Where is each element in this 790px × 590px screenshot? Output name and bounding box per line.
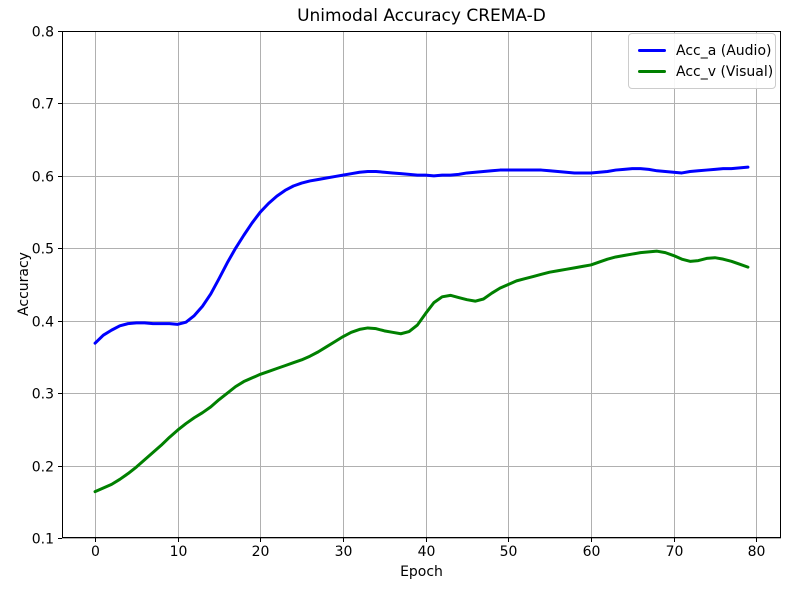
legend-line-sample-acc-a [638, 49, 666, 52]
y-tick-label: 0.4 [32, 315, 54, 331]
y-tick-label: 0.6 [32, 170, 54, 186]
y-tick-label: 0.8 [32, 25, 54, 41]
y-axis-label: Accuracy [16, 252, 32, 316]
x-tick-label: 60 [583, 544, 601, 560]
y-tick-label: 0.5 [32, 242, 54, 258]
y-tick-label: 0.2 [32, 460, 54, 476]
legend: Acc_a (Audio) Acc_v (Visual) [628, 33, 776, 89]
x-tick-label: 0 [91, 544, 100, 560]
legend-item-acc-v: Acc_v (Visual) [638, 63, 773, 80]
x-tick-label: 30 [335, 544, 353, 560]
legend-label-acc-a: Acc_a (Audio) [676, 42, 772, 59]
x-tick-label: 50 [500, 544, 518, 560]
x-tick-label: 20 [252, 544, 270, 560]
legend-item-acc-a: Acc_a (Audio) [638, 42, 771, 59]
chart-title: Unimodal Accuracy CREMA-D [297, 6, 546, 26]
legend-label-acc-v: Acc_v (Visual) [676, 63, 774, 80]
x-axis-label: Epoch [400, 564, 443, 580]
axes-spines [62, 31, 781, 538]
x-tick-label: 10 [170, 544, 188, 560]
y-tick-label: 0.3 [32, 387, 54, 403]
series-line-acc-v [93, 249, 750, 494]
y-tick-label: 0.1 [32, 532, 54, 548]
x-tick-label: 80 [748, 544, 766, 560]
y-tick-label: 0.7 [32, 97, 54, 113]
series-line-acc-a [93, 165, 750, 345]
x-tick-label: 70 [666, 544, 684, 560]
x-tick-label: 40 [418, 544, 436, 560]
legend-line-sample-acc-v [638, 70, 666, 73]
